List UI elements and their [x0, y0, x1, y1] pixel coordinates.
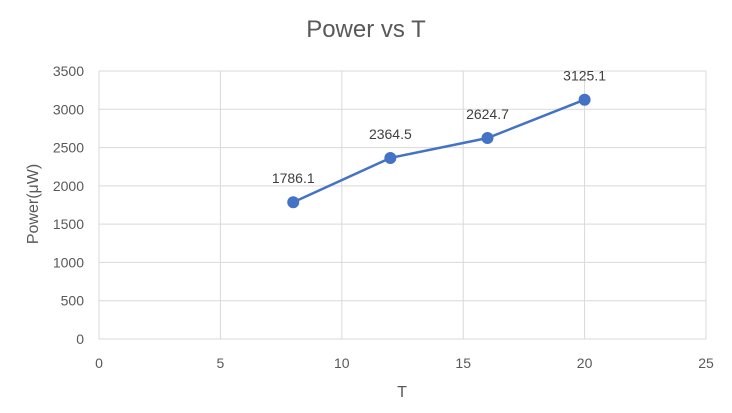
- data-point: [384, 151, 397, 164]
- data-label: 2364.5: [369, 126, 412, 142]
- x-tick-label: 15: [455, 355, 471, 371]
- series-layer: [287, 93, 591, 209]
- y-tick-label: 500: [61, 293, 85, 309]
- x-axis-title: T: [397, 384, 407, 401]
- y-tick-label: 1500: [53, 216, 84, 232]
- y-tick-label: 3000: [53, 101, 84, 117]
- y-tick-label: 2000: [53, 178, 84, 194]
- tick-labels: 0 500 1000 1500 2000 2500 3000 3500 0 5 10 15 20 25: [53, 63, 714, 371]
- gridlines: [98, 70, 707, 340]
- x-tick-label: 20: [577, 355, 593, 371]
- y-tick-label: 3500: [53, 63, 84, 79]
- x-tick-label: 25: [698, 355, 714, 371]
- y-tick-label: 1000: [53, 254, 84, 270]
- data-point: [287, 196, 300, 209]
- data-point: [578, 93, 591, 106]
- data-labels-layer: 1786.1 2364.5 2624.7 3125.1: [272, 68, 606, 187]
- x-tick-label: 10: [334, 355, 350, 371]
- data-label: 3125.1: [563, 68, 606, 84]
- chart-title: Power vs T: [306, 16, 426, 43]
- series-line: [292, 98, 586, 204]
- x-tick-label: 5: [217, 355, 225, 371]
- data-label: 1786.1: [272, 170, 315, 186]
- y-tick-label: 2500: [53, 140, 84, 156]
- x-tick-label: 0: [95, 355, 103, 371]
- y-axis-title: Power(μW): [25, 164, 42, 244]
- data-point: [481, 132, 494, 145]
- data-label: 2624.7: [466, 106, 509, 122]
- y-tick-label: 0: [76, 331, 84, 347]
